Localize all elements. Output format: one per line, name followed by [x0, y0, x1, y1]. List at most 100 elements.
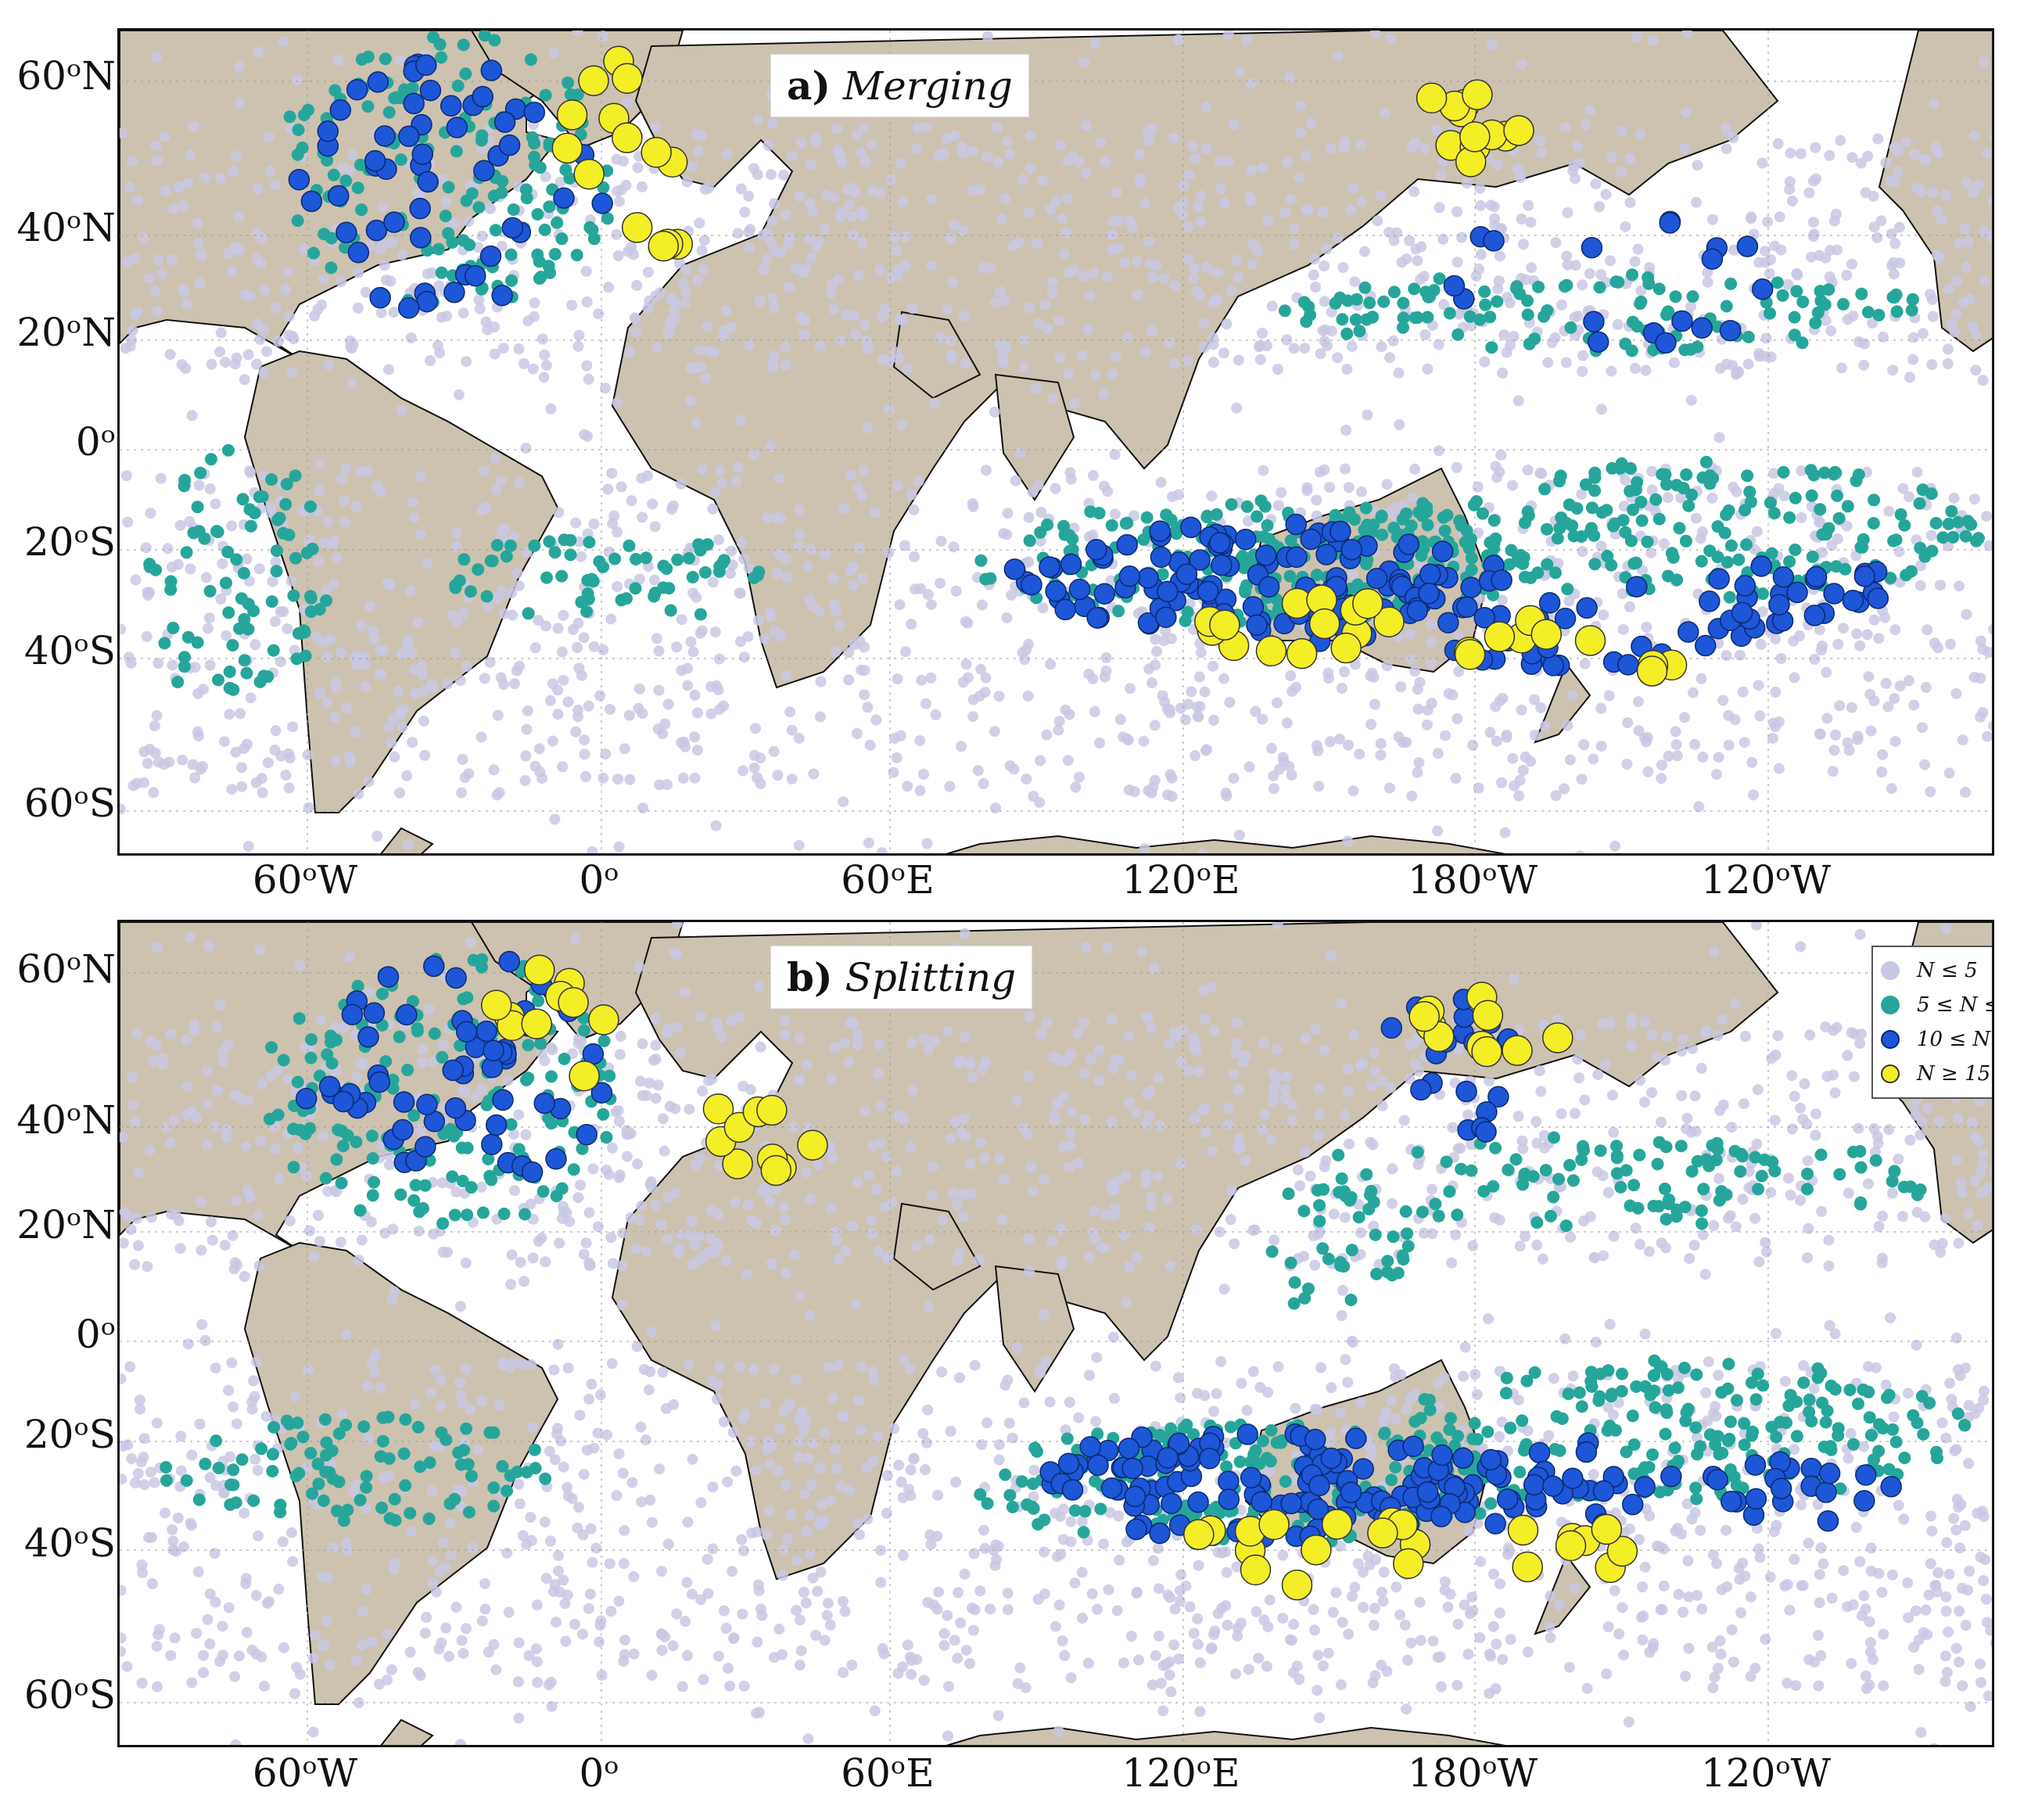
point-n-le-5: [1372, 215, 1383, 227]
point-n-le-5: [1243, 761, 1255, 773]
point-n-le-5: [166, 254, 178, 266]
point-n-le-5: [361, 1380, 373, 1391]
point-n-le-5: [1341, 364, 1353, 375]
point-n-le-5: [558, 609, 569, 621]
point-n-le-5: [138, 1452, 149, 1463]
point-n-le-5: [1979, 1554, 1991, 1565]
point-n-5-10: [1788, 328, 1801, 342]
point-n-le-5: [192, 1566, 204, 1578]
point-n-le-5: [793, 839, 805, 851]
point-n-le-5: [1002, 1374, 1014, 1386]
point-n-le-5: [318, 637, 329, 648]
point-n-le-5: [1980, 1593, 1992, 1605]
point-n-le-5: [489, 348, 501, 360]
point-n-le-5: [1792, 269, 1803, 281]
point-n-le-5: [145, 508, 156, 519]
point-n-le-5: [1965, 1701, 1976, 1713]
point-n-le-5: [964, 1658, 975, 1669]
point-n-le-5: [1339, 666, 1350, 677]
point-n-le-5: [1529, 730, 1541, 741]
point-n-le-5: [521, 723, 533, 735]
point-n-le-5: [1019, 334, 1031, 346]
point-n-le-5: [260, 1410, 272, 1422]
point-n-le-5: [223, 248, 235, 260]
point-n-le-5: [1606, 152, 1617, 163]
point-n-le-5: [1277, 1549, 1289, 1561]
point-n-le-5: [914, 735, 926, 746]
point-n-le-5: [401, 639, 413, 651]
point-n-le-5: [842, 184, 854, 196]
point-n-le-5: [167, 1535, 179, 1547]
point-n-le-5: [1035, 1363, 1047, 1375]
point-n-le-5: [1646, 1087, 1657, 1098]
point-n-le-5: [1023, 512, 1035, 523]
point-n-le-5: [730, 1465, 742, 1477]
point-n-le-5: [1077, 1612, 1089, 1624]
point-n-le-5: [732, 228, 744, 239]
point-n-le-5: [438, 1039, 450, 1051]
point-n-le-5: [1190, 285, 1202, 297]
point-n-le-5: [810, 132, 821, 144]
point-n-le-5: [1328, 1208, 1340, 1220]
point-n-5-10: [460, 194, 473, 207]
point-n-le-5: [1024, 130, 1036, 142]
point-n-le-5: [1205, 1643, 1217, 1655]
point-n-le-5: [1942, 343, 1954, 355]
point-n-le-5: [1412, 1159, 1424, 1170]
point-n-le-5: [1266, 300, 1278, 312]
point-n-le-5: [328, 1542, 339, 1553]
point-n-le-5: [572, 617, 584, 629]
point-n-5-10: [1549, 566, 1562, 580]
point-n-le-5: [187, 759, 199, 770]
point-n-le-5: [1035, 1028, 1047, 1040]
point-n-le-5: [680, 264, 692, 276]
point-n-le-5: [1855, 157, 1867, 169]
point-n-le-5: [447, 610, 458, 622]
point-n-10-15: [1694, 634, 1717, 657]
point-n-le-5: [135, 1403, 146, 1415]
point-n-le-5: [720, 1622, 732, 1634]
point-n-le-5: [522, 705, 533, 716]
point-n-5-10: [686, 571, 699, 583]
point-n-5-10: [230, 553, 243, 566]
point-n-le-5: [856, 147, 867, 159]
point-n-le-5: [766, 169, 777, 181]
point-n-5-10: [1304, 308, 1317, 321]
point-n-le-5: [1935, 580, 1946, 591]
point-n-le-5: [738, 553, 750, 565]
point-n-le-5: [1050, 483, 1061, 494]
point-n-le-5: [853, 542, 865, 554]
point-n-le-5: [131, 1028, 143, 1039]
point-n-le-5: [138, 777, 150, 788]
point-n-le-5: [1525, 756, 1536, 767]
point-n-le-5: [1056, 213, 1068, 224]
point-n-5-10: [1696, 471, 1710, 484]
point-n-5-10: [1929, 516, 1943, 529]
point-n-5-10: [1732, 553, 1746, 566]
point-n-10-15: [1329, 520, 1351, 543]
point-n-le-5: [529, 642, 541, 654]
point-n-5-10: [1093, 507, 1106, 520]
point-n-le-5: [440, 1562, 451, 1574]
point-n-5-10: [1699, 455, 1713, 468]
point-n-le-5: [716, 1031, 728, 1043]
point-n-le-5: [706, 1073, 718, 1085]
point-n-le-5: [1762, 216, 1773, 228]
point-n-le-5: [791, 1373, 802, 1385]
point-n-le-5: [1907, 332, 1919, 343]
point-n-le-5: [682, 1517, 694, 1528]
point-n-le-5: [602, 483, 614, 495]
point-n-le-5: [1950, 1154, 1962, 1166]
point-n-le-5: [849, 328, 861, 340]
point-n-le-5: [533, 743, 545, 755]
point-n-le-5: [1394, 419, 1405, 430]
point-n-le-5: [120, 1237, 129, 1249]
point-n-5-10: [382, 106, 396, 119]
point-n-10-15: [1456, 596, 1478, 619]
point-n-le-5: [1277, 1613, 1289, 1624]
point-n-le-5: [1774, 211, 1785, 223]
point-n-le-5: [1646, 1028, 1658, 1040]
point-n-le-5: [210, 1480, 222, 1492]
point-n-le-5: [1359, 246, 1370, 257]
point-n-le-5: [824, 1619, 836, 1631]
